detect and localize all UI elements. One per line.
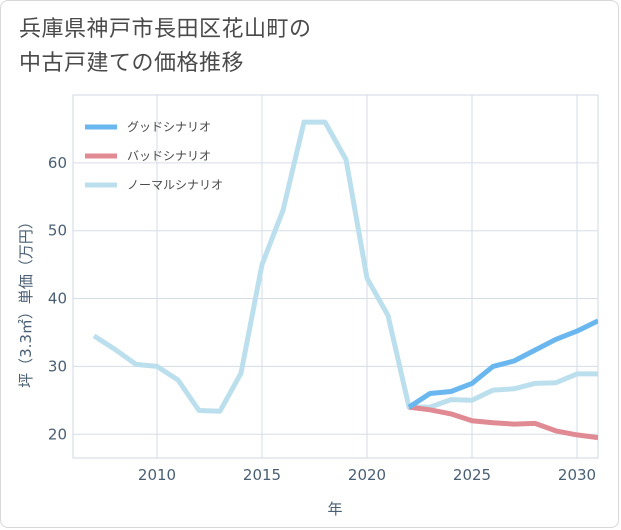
y-tick-label: 60 <box>48 154 67 172</box>
x-tick-label: 2015 <box>243 466 281 484</box>
legend-label-3: ノーマルシナリオ <box>127 178 223 192</box>
chart-title: 兵庫県神戸市長田区花山町の 中古戸建ての価格推移 <box>19 17 312 76</box>
x-tick-label: 2010 <box>138 466 176 484</box>
series-line-2 <box>408 404 598 441</box>
y-tick-label: 20 <box>48 425 67 443</box>
legend-label-2: バッドシナリオ <box>127 149 211 163</box>
x-tick-label: 2020 <box>348 466 386 484</box>
legend-label-1: グッドシナリオ <box>127 120 211 134</box>
series-line-1 <box>407 318 598 410</box>
y-axis-label: 坪（3.3㎡）単価（万円） <box>17 214 35 388</box>
x-axis-label: 年 <box>327 500 342 518</box>
x-tick-label: 2025 <box>453 466 491 484</box>
y-tick-label: 30 <box>48 357 67 375</box>
y-tick-label: 40 <box>48 290 67 308</box>
plot-area <box>72 94 599 459</box>
series-layer <box>92 119 598 441</box>
grid-lines <box>73 95 598 458</box>
series-line-3 <box>92 119 598 414</box>
y-tick-label: 50 <box>48 222 67 240</box>
x-tick-label: 2030 <box>558 466 596 484</box>
